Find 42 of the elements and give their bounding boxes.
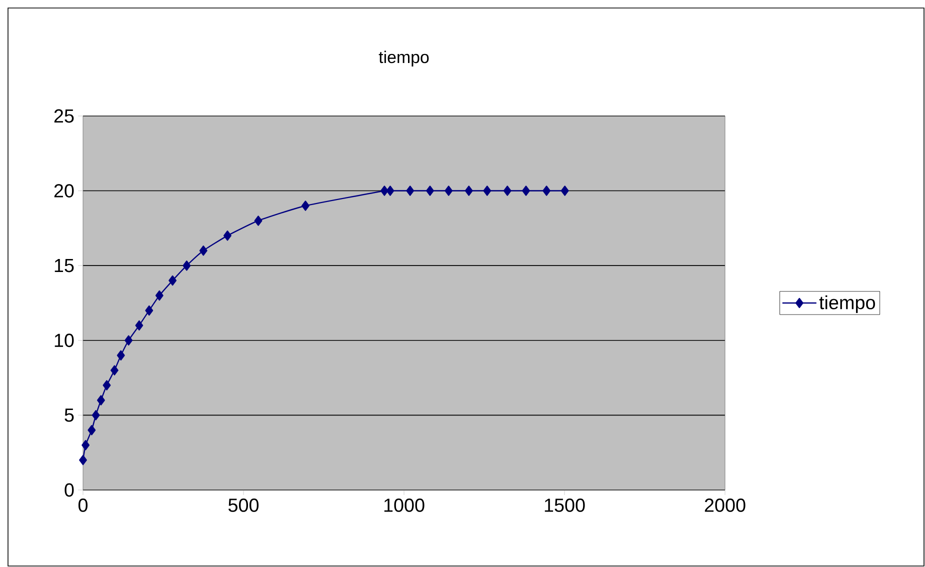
point	[135, 320, 144, 331]
point	[522, 186, 530, 196]
x-tick-label: 500	[228, 498, 259, 512]
point	[406, 186, 414, 196]
point	[444, 186, 453, 196]
y-tick-label: 5	[64, 408, 74, 422]
point	[116, 350, 125, 360]
y-tick-label: 20	[54, 184, 74, 198]
point	[380, 186, 388, 196]
point	[254, 216, 262, 226]
y-tick-label: 25	[54, 109, 74, 123]
point	[503, 186, 512, 196]
y-tick-label: 10	[54, 334, 74, 348]
y-tick-label: 0	[64, 483, 74, 497]
x-tick-label: 1500	[544, 498, 585, 512]
point	[542, 186, 551, 196]
point	[301, 200, 310, 211]
point	[97, 395, 105, 406]
point	[82, 440, 90, 450]
point	[464, 186, 473, 196]
point	[182, 260, 191, 271]
chart-title: tiempo	[378, 50, 429, 66]
legend-label: tiempo	[819, 295, 876, 314]
point	[426, 186, 434, 196]
point	[483, 186, 492, 196]
point	[79, 454, 87, 466]
point	[124, 335, 133, 346]
point	[155, 290, 164, 301]
point	[145, 305, 154, 316]
point	[92, 410, 100, 420]
point	[199, 246, 208, 256]
point	[102, 380, 111, 390]
point	[386, 186, 394, 196]
y-tick-label: 15	[54, 258, 74, 272]
point	[560, 186, 569, 196]
x-tick-label: 0	[78, 498, 88, 512]
point	[168, 275, 177, 286]
x-tick-label: 1000	[384, 498, 424, 512]
x-tick-label: 2000	[704, 498, 746, 512]
point	[223, 230, 232, 241]
point	[88, 425, 96, 436]
point	[110, 365, 118, 376]
